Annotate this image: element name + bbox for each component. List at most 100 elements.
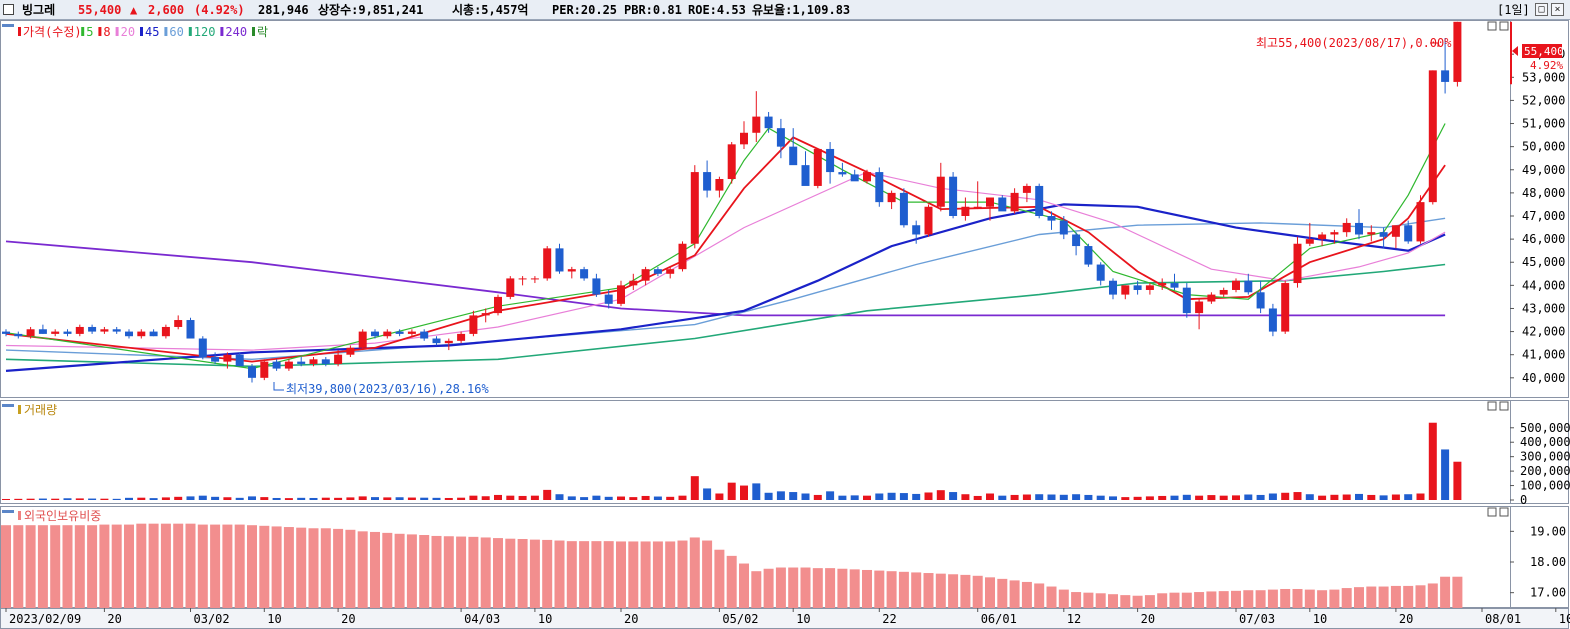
candle-body [1379, 232, 1388, 237]
volume-bar [850, 495, 859, 500]
period-selector[interactable]: [1일] [1497, 3, 1530, 17]
foreign-ratio-bar [886, 571, 897, 608]
maximize-icon[interactable]: □ [1535, 3, 1548, 16]
foreign-ratio-bar [689, 537, 700, 608]
x-tick-label: 2023/02/09 [9, 612, 81, 626]
volume-panel-axis [1510, 400, 1569, 504]
foreign-ratio-bar [972, 575, 983, 608]
foreign-ratio-bar [370, 531, 380, 608]
volume-bar [1158, 495, 1167, 500]
x-tick-label: 10 [538, 612, 552, 626]
volume-bar [604, 496, 613, 500]
legend-swatch [81, 27, 85, 36]
price-tick-label: 52,000 [1522, 93, 1565, 107]
foreign-ratio-bar [136, 523, 147, 608]
foreign-ratio-bar [1366, 586, 1377, 608]
volume-bar [875, 493, 884, 500]
candle-body [63, 331, 72, 334]
volume-tick-label: 300,000 [1520, 450, 1570, 464]
candle-body [530, 278, 539, 280]
panel-close-icon[interactable] [1499, 21, 1509, 31]
volume-bar [309, 497, 318, 500]
candle-body [100, 329, 109, 332]
panel-close-icon[interactable] [1499, 401, 1509, 411]
candle-body [26, 329, 35, 337]
foreign-ratio-bar [493, 538, 503, 608]
candle-body [469, 315, 478, 334]
volume-bar [789, 492, 798, 500]
foreign-ratio-bar [50, 525, 61, 608]
panel-minimize-icon[interactable] [1487, 507, 1497, 517]
foreign-ratio-bar [394, 533, 405, 608]
ma-120-line [5, 263, 1446, 368]
foreign-ratio-bar [763, 568, 774, 608]
x-tick-label: 20 [624, 612, 638, 626]
legend-swatch [140, 27, 143, 36]
foreign-ratio-bar [25, 525, 36, 608]
price-panel-axis [1510, 20, 1569, 398]
volume-bar [1084, 494, 1093, 500]
volume-bar [1207, 495, 1216, 500]
candle-body [1293, 243, 1302, 284]
foreign-ratio-bar [357, 531, 368, 608]
x-tick-label: 22 [882, 612, 896, 626]
candle-body [1207, 294, 1216, 302]
candle-body [1035, 185, 1044, 216]
volume-bar [1367, 494, 1376, 500]
panel-minimize-icon[interactable] [1487, 21, 1497, 31]
candle-body [161, 326, 170, 337]
candle-body [1072, 234, 1081, 247]
x-tick-label: 04/03 [464, 612, 500, 626]
candle-body [395, 331, 404, 334]
candle-body [641, 269, 650, 281]
candle-body [186, 320, 195, 339]
candle-body [407, 331, 416, 334]
volume-bar [100, 498, 109, 500]
low-price-annotation: 최저39,800(2023/03/16),28.16% [286, 382, 489, 396]
candle-body [863, 172, 871, 182]
volume-bar [63, 498, 72, 500]
foreign-ratio-bar [517, 539, 528, 608]
candle-body [838, 172, 847, 175]
volume-bar [1453, 461, 1462, 500]
current-price: 55,400 [78, 3, 122, 17]
candle-body [1010, 192, 1019, 212]
volume-bar [1195, 495, 1204, 500]
legend-swatch [18, 27, 21, 36]
price-tick-label: 50,000 [1522, 140, 1565, 154]
price-panel-handle [2, 24, 14, 27]
candle-body [1428, 70, 1437, 203]
select-checkbox[interactable] [3, 4, 14, 15]
foreign-ratio-bar [1046, 586, 1057, 608]
listed-shares: 상장수:9,851,241 [318, 3, 424, 17]
foreign-ratio-bar [259, 525, 270, 608]
foreign-ratio-bar [948, 574, 959, 608]
foreign-ratio-bar [222, 524, 233, 608]
candle-body [260, 361, 269, 378]
foreign-ratio-bar [62, 525, 73, 608]
roe-value: ROE:4.53 [688, 3, 746, 17]
foreign-ratio-bar [234, 524, 245, 608]
candle-body [875, 172, 884, 203]
foreign-ratio-bar [652, 541, 663, 608]
volume-bar [813, 494, 822, 500]
candle-body [1244, 280, 1253, 293]
volume-bar [961, 494, 970, 500]
candle-body [51, 331, 60, 334]
volume-bar [690, 476, 699, 500]
low-annotation-arrow [273, 382, 284, 391]
foreign-ratio-bar [960, 574, 971, 608]
foreign-ratio-bar [837, 568, 848, 608]
foreign-ratio-bar [419, 535, 430, 608]
foreign-ratio-bar [1120, 595, 1131, 608]
candle-body [703, 172, 712, 191]
volume-tick-label: 0 [1520, 493, 1527, 507]
volume-tick-label: 200,000 [1520, 464, 1570, 478]
foreign-ratio-panel-axis [1510, 506, 1569, 608]
panel-close-icon[interactable] [1499, 507, 1509, 517]
foreign-tick-label: 19.00 [1530, 524, 1566, 538]
foreign-ratio-bar [382, 532, 393, 608]
close-icon[interactable]: × [1551, 3, 1564, 16]
candle-body [75, 326, 84, 334]
panel-minimize-icon[interactable] [1487, 401, 1497, 411]
